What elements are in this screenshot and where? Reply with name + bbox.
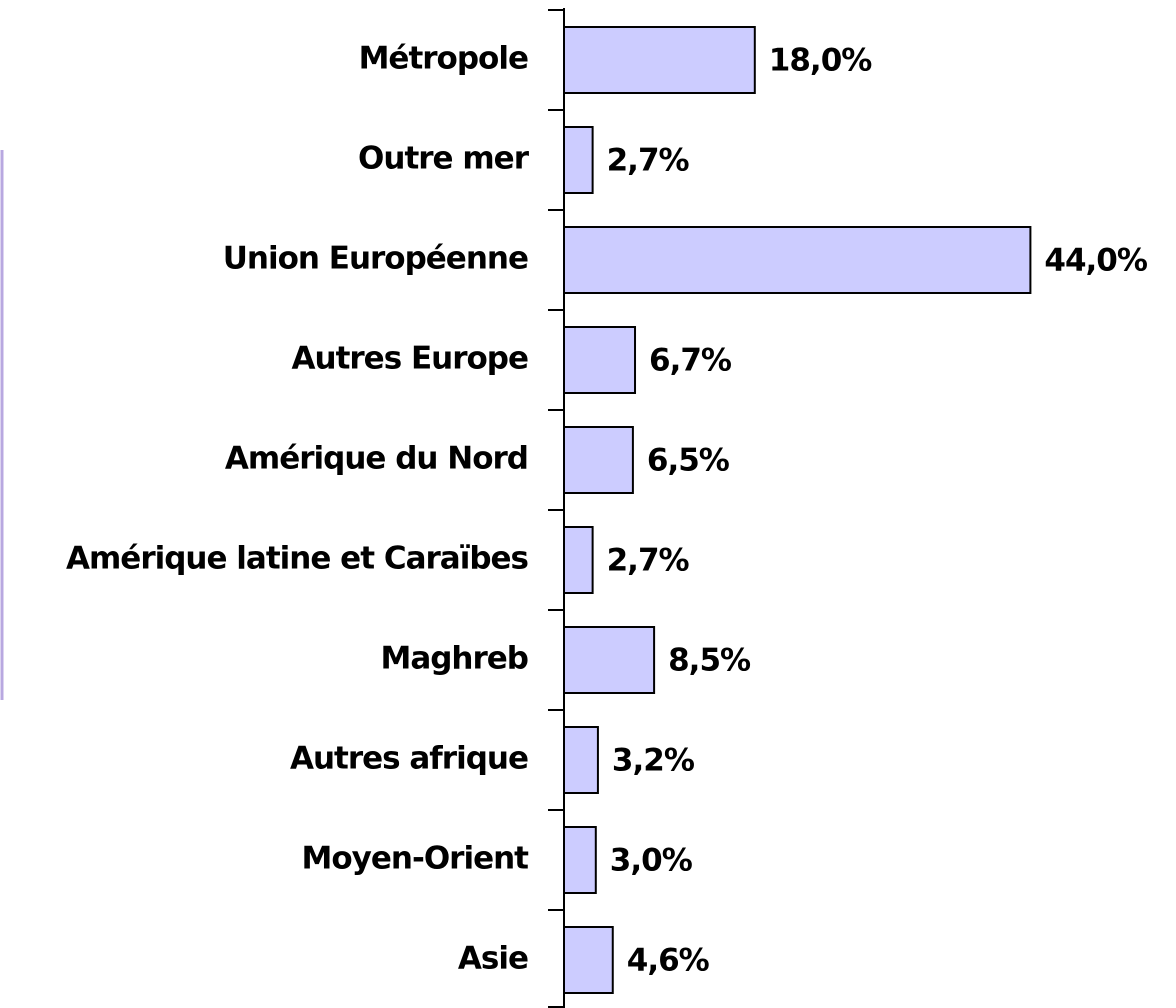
value-label: 2,7%: [607, 543, 690, 579]
bar: [563, 26, 756, 94]
bar: [563, 526, 594, 594]
value-label: 3,0%: [610, 843, 693, 879]
y-tick-label: Union Européenne: [223, 241, 528, 277]
bar: [563, 626, 656, 694]
bar: [563, 826, 597, 894]
y-tick-label: Moyen-Orient: [302, 841, 530, 877]
y-tick-label: Autres Europe: [292, 341, 528, 377]
value-label: 18,0%: [769, 43, 872, 79]
y-tick-label: Maghreb: [380, 641, 528, 677]
bar: [563, 126, 594, 194]
y-tick-label: Amérique latine et Caraïbes: [66, 541, 528, 577]
value-label: 6,5%: [647, 443, 730, 479]
value-label: 44,0%: [1044, 243, 1147, 279]
value-label: 3,2%: [612, 743, 695, 779]
bar: [563, 426, 634, 494]
value-label: 6,7%: [649, 343, 732, 379]
y-tick-label: Métropole: [359, 41, 528, 77]
bar: [563, 226, 1032, 294]
value-label: 2,7%: [607, 143, 690, 179]
y-tick-label: Autres afrique: [290, 741, 528, 777]
value-label: 4,6%: [627, 943, 710, 979]
bar: [563, 926, 614, 994]
bar: [563, 726, 599, 794]
bar: [563, 326, 637, 394]
y-tick-label: Asie: [458, 941, 528, 977]
value-label: 8,5%: [668, 643, 751, 679]
y-tick-label: Outre mer: [358, 141, 530, 177]
y-tick-label: Amérique du Nord: [225, 441, 528, 477]
